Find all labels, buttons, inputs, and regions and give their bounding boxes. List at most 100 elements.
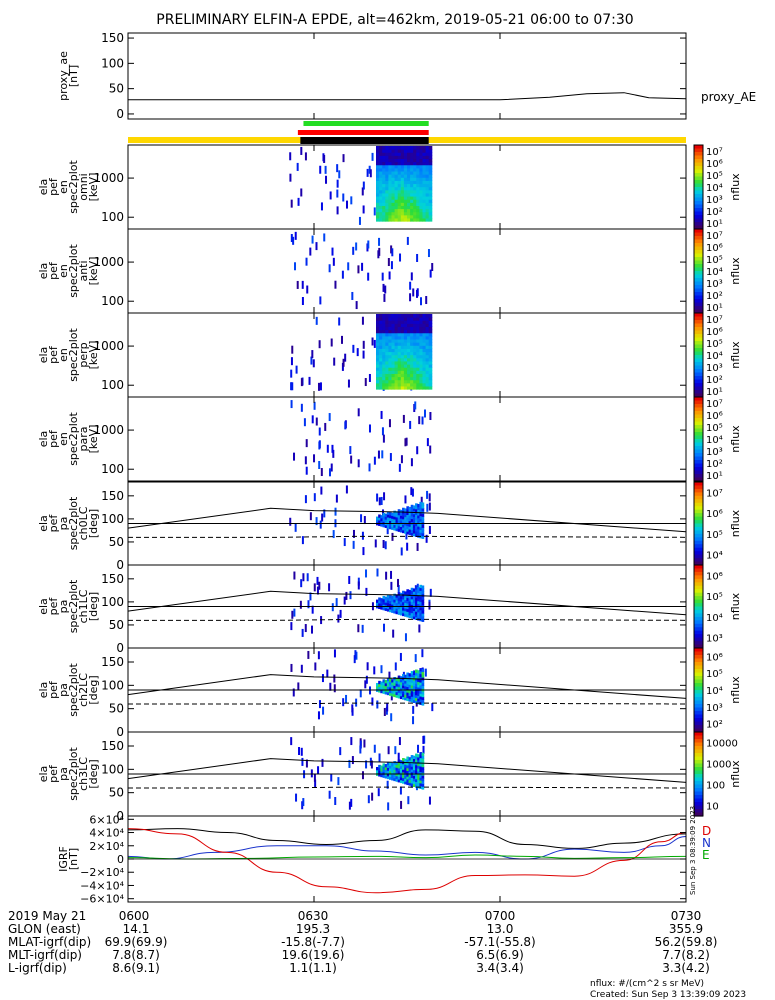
spectrum-cell bbox=[394, 329, 399, 334]
noise-cell bbox=[332, 257, 335, 266]
noise-cell bbox=[378, 753, 381, 762]
spectrum-cell bbox=[403, 386, 408, 390]
spectrum-cell bbox=[425, 196, 430, 200]
panel-ch2LC: 10²10³10⁴10⁵10⁶nflux050100150elapefpaspe… bbox=[37, 647, 742, 739]
spectrum-cell bbox=[410, 196, 414, 200]
colorbar-cell bbox=[694, 781, 703, 786]
pa-cell bbox=[417, 589, 420, 593]
pa-cell bbox=[389, 689, 392, 694]
pa-cell bbox=[395, 519, 399, 523]
pa-cell bbox=[421, 777, 425, 782]
noise-cell bbox=[362, 205, 365, 214]
igrf-line-green bbox=[127, 854, 687, 860]
loss-cone-boundary bbox=[127, 758, 687, 783]
pa-cell bbox=[402, 507, 405, 511]
y-label-line: spec2plot bbox=[67, 244, 80, 298]
pa-cell bbox=[399, 690, 403, 694]
pa-cell bbox=[419, 682, 423, 686]
pa-cell bbox=[415, 591, 418, 596]
pa-cell bbox=[419, 526, 423, 530]
pa-cell bbox=[410, 774, 414, 778]
pa-cell bbox=[399, 518, 403, 522]
spectrum-cell bbox=[388, 158, 392, 163]
noise-cell bbox=[421, 649, 424, 658]
colorbar-cell bbox=[694, 742, 703, 747]
spectrum-cell bbox=[407, 164, 411, 169]
pa-cell bbox=[406, 678, 410, 682]
pa-cell bbox=[415, 511, 418, 515]
pa-cell bbox=[402, 780, 405, 784]
pa-cell bbox=[419, 780, 423, 784]
pa-cell bbox=[419, 529, 423, 533]
spectrum-cell bbox=[410, 192, 414, 197]
pa-cell bbox=[386, 522, 390, 526]
colorbar-label: nflux bbox=[729, 341, 742, 369]
spectrum-cell bbox=[394, 174, 399, 178]
noise-cell bbox=[313, 493, 316, 502]
spectrum-cell bbox=[376, 320, 380, 324]
noise-cell bbox=[318, 427, 321, 436]
spectrum-cell bbox=[388, 376, 392, 381]
colorbar-cell bbox=[694, 439, 703, 444]
pa-cell bbox=[382, 766, 386, 770]
colorbar-tick: 10⁴ bbox=[706, 183, 723, 194]
spectrum-cell bbox=[422, 357, 427, 362]
spectrum-cell bbox=[391, 199, 396, 203]
spectrum-cell bbox=[407, 186, 411, 191]
pa-cell bbox=[421, 535, 425, 539]
noise-cell bbox=[429, 588, 432, 597]
colorbar-cell bbox=[694, 257, 703, 262]
noise-cell bbox=[320, 486, 323, 495]
spectrum-cell bbox=[376, 199, 380, 203]
spectrum-cell bbox=[379, 171, 383, 175]
spectrum-cell bbox=[403, 186, 408, 191]
pa-cell bbox=[389, 606, 392, 610]
spectrum-cell bbox=[397, 323, 402, 328]
pa-cell bbox=[382, 607, 386, 611]
colorbar-cell bbox=[694, 281, 703, 286]
pa-cell bbox=[421, 502, 425, 506]
spectrum-cell bbox=[394, 208, 399, 213]
spectrum-cell bbox=[407, 189, 411, 194]
pa-cell bbox=[386, 767, 390, 771]
spectrum-cell bbox=[403, 335, 408, 340]
colorbar-tick: 10³ bbox=[706, 634, 723, 645]
spectrum-cell bbox=[419, 329, 423, 334]
pa-cell bbox=[412, 610, 416, 614]
spectrum-cell bbox=[422, 360, 427, 365]
spectrum-cell bbox=[394, 364, 399, 368]
noise-cell bbox=[321, 758, 324, 767]
spectrum-cell bbox=[403, 326, 408, 331]
spectrum-cell bbox=[422, 208, 427, 213]
spectrum-cell bbox=[419, 158, 423, 163]
spectrum-cell bbox=[425, 323, 430, 328]
y-label-line: anti bbox=[77, 260, 90, 281]
spectrum-cell bbox=[388, 339, 392, 343]
pa-cell bbox=[408, 531, 412, 536]
pa-cell bbox=[415, 517, 418, 521]
spectrum-cell bbox=[379, 373, 383, 378]
footer-created: Created: Sun Sep 3 13:39:09 2023 bbox=[590, 990, 746, 1000]
colorbar-cell bbox=[694, 449, 703, 454]
pa-cell bbox=[389, 762, 392, 766]
pa-cell bbox=[395, 764, 399, 768]
spectrum-cell bbox=[416, 360, 420, 365]
spectrum-cell bbox=[428, 199, 433, 203]
noise-cell bbox=[427, 249, 430, 258]
spectrum-cell bbox=[394, 379, 399, 384]
spectrum-cell bbox=[410, 145, 414, 150]
spectrum-cell bbox=[425, 186, 430, 191]
spectrum-cell bbox=[410, 211, 414, 216]
spectrum-cell bbox=[388, 208, 392, 213]
spectrum-cell bbox=[419, 339, 423, 343]
colorbar-cell bbox=[694, 306, 703, 311]
noise-cell bbox=[412, 705, 415, 714]
colorbar-cell bbox=[694, 190, 703, 195]
spectrum-cell bbox=[410, 364, 414, 368]
spectrum-cell bbox=[422, 348, 427, 353]
spectrum-cell bbox=[422, 183, 427, 188]
noise-cell bbox=[318, 460, 321, 469]
pa-cell bbox=[417, 592, 420, 596]
pa-cell bbox=[417, 600, 420, 605]
